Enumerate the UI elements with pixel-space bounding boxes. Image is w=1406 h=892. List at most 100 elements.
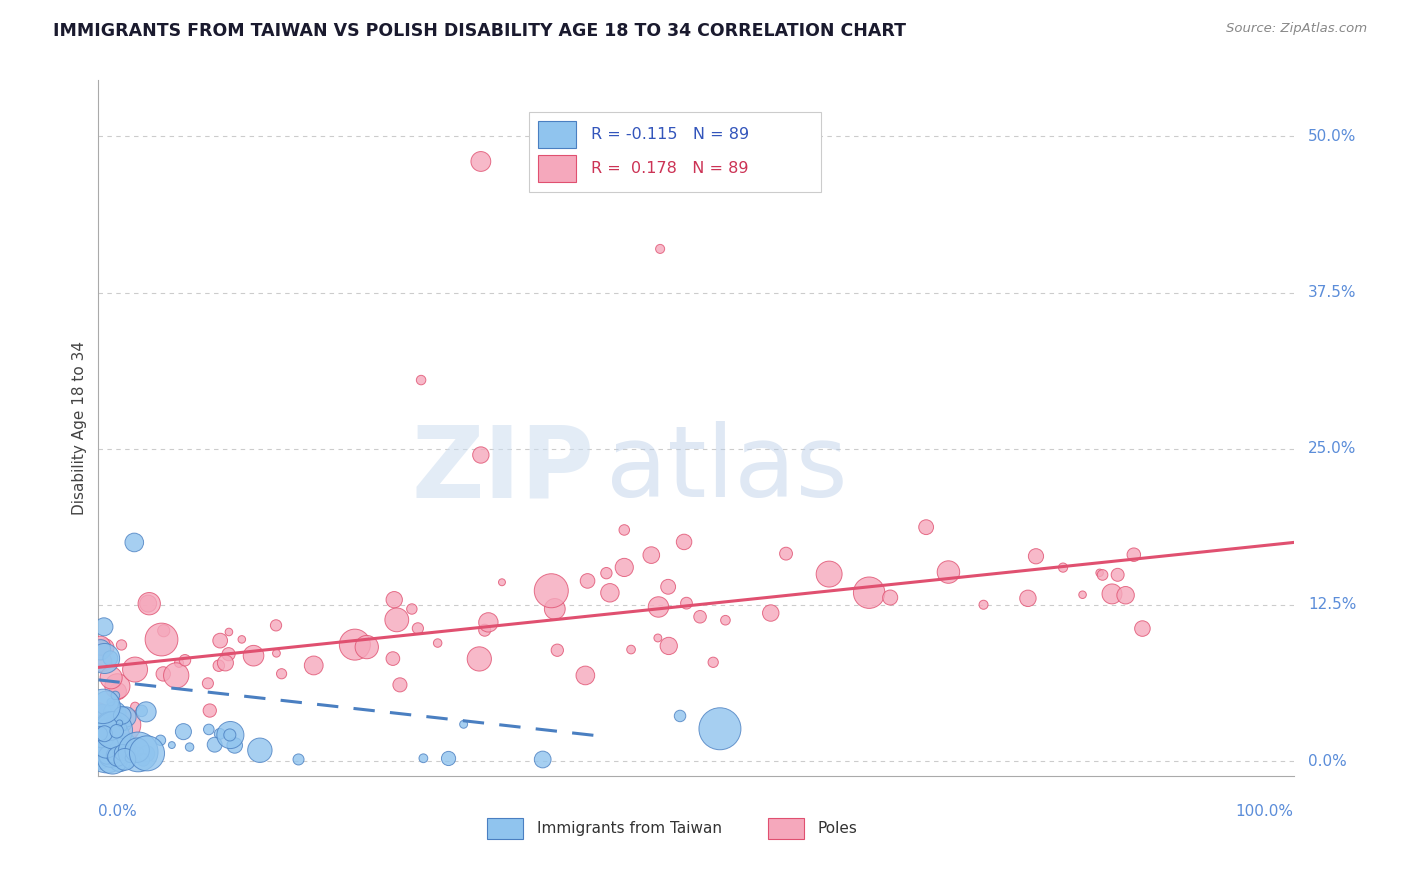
Point xyxy=(108,742,131,756)
Text: 50.0%: 50.0% xyxy=(1308,129,1357,144)
Text: 0.0%: 0.0% xyxy=(98,804,138,819)
Point xyxy=(115,744,138,758)
Point xyxy=(101,741,124,756)
Text: 37.5%: 37.5% xyxy=(1308,285,1357,300)
Point xyxy=(302,658,325,673)
Point xyxy=(544,602,567,616)
Point xyxy=(1071,588,1094,602)
Point xyxy=(1132,622,1154,636)
Point xyxy=(1091,568,1114,582)
Point xyxy=(93,732,115,747)
Point xyxy=(412,751,434,765)
Point xyxy=(103,748,125,763)
Bar xyxy=(538,155,576,182)
Text: Immigrants from Taiwan: Immigrants from Taiwan xyxy=(537,821,723,836)
Point xyxy=(94,723,117,738)
Point xyxy=(689,609,711,624)
Point xyxy=(1052,560,1074,574)
Point xyxy=(100,695,122,709)
Point xyxy=(93,727,115,741)
Point xyxy=(167,656,190,670)
Point xyxy=(111,708,134,723)
Point xyxy=(105,724,128,739)
Point xyxy=(437,751,460,765)
Point xyxy=(470,154,492,169)
Point xyxy=(96,696,118,710)
Point xyxy=(818,567,841,582)
Point xyxy=(149,733,172,747)
Point xyxy=(973,598,995,612)
Point xyxy=(531,752,554,766)
Point xyxy=(124,663,146,677)
Point xyxy=(613,523,636,537)
Point xyxy=(673,535,696,549)
Bar xyxy=(486,818,523,838)
Point xyxy=(938,565,960,579)
Point xyxy=(127,743,149,757)
Point xyxy=(620,642,643,657)
Point xyxy=(1025,549,1047,564)
Point xyxy=(97,734,120,748)
Point xyxy=(112,750,135,764)
Point xyxy=(94,640,117,655)
Point xyxy=(640,548,662,562)
Point xyxy=(669,709,692,723)
Point xyxy=(100,671,122,685)
Point xyxy=(125,751,148,765)
Text: Source: ZipAtlas.com: Source: ZipAtlas.com xyxy=(1226,22,1367,36)
Point xyxy=(709,722,731,736)
Point xyxy=(152,667,174,681)
Point xyxy=(89,643,111,657)
Point xyxy=(231,632,253,647)
Point xyxy=(135,705,157,719)
Point xyxy=(858,585,880,599)
Point xyxy=(89,751,111,765)
Point xyxy=(104,706,127,720)
Point xyxy=(160,738,183,752)
Point xyxy=(118,751,141,765)
Text: atlas: atlas xyxy=(606,421,848,518)
Point xyxy=(108,739,131,753)
Point xyxy=(546,643,568,657)
Point xyxy=(105,679,128,693)
Point xyxy=(107,749,129,764)
Point xyxy=(114,718,136,732)
Point xyxy=(264,618,287,632)
Point xyxy=(219,728,242,742)
Point xyxy=(150,632,173,647)
Point xyxy=(105,749,128,764)
Point xyxy=(98,750,121,764)
Point xyxy=(270,666,292,681)
Point xyxy=(540,583,562,598)
Point xyxy=(648,242,672,256)
Point xyxy=(470,448,492,462)
Point xyxy=(613,560,636,574)
Point xyxy=(198,723,221,737)
Point xyxy=(128,745,150,759)
Point xyxy=(647,631,669,645)
Point xyxy=(132,753,155,767)
Point xyxy=(172,724,194,739)
Point xyxy=(647,599,669,614)
Point xyxy=(382,592,405,607)
Point xyxy=(218,625,240,640)
Point xyxy=(90,639,112,653)
Point xyxy=(131,704,153,718)
Point xyxy=(1101,587,1123,601)
Point xyxy=(98,736,121,750)
Point xyxy=(114,752,136,766)
Point xyxy=(112,718,135,732)
Text: R = -0.115   N = 89: R = -0.115 N = 89 xyxy=(591,127,749,142)
Text: 100.0%: 100.0% xyxy=(1236,804,1294,819)
Point xyxy=(103,713,125,727)
Point xyxy=(179,740,201,755)
Point xyxy=(108,741,131,756)
Point xyxy=(576,574,599,588)
Point xyxy=(165,668,187,682)
Point xyxy=(91,699,114,714)
Point xyxy=(401,602,423,616)
Point xyxy=(96,743,118,757)
Point xyxy=(96,733,118,747)
Point xyxy=(100,748,122,763)
Text: 0.0%: 0.0% xyxy=(1308,754,1347,769)
